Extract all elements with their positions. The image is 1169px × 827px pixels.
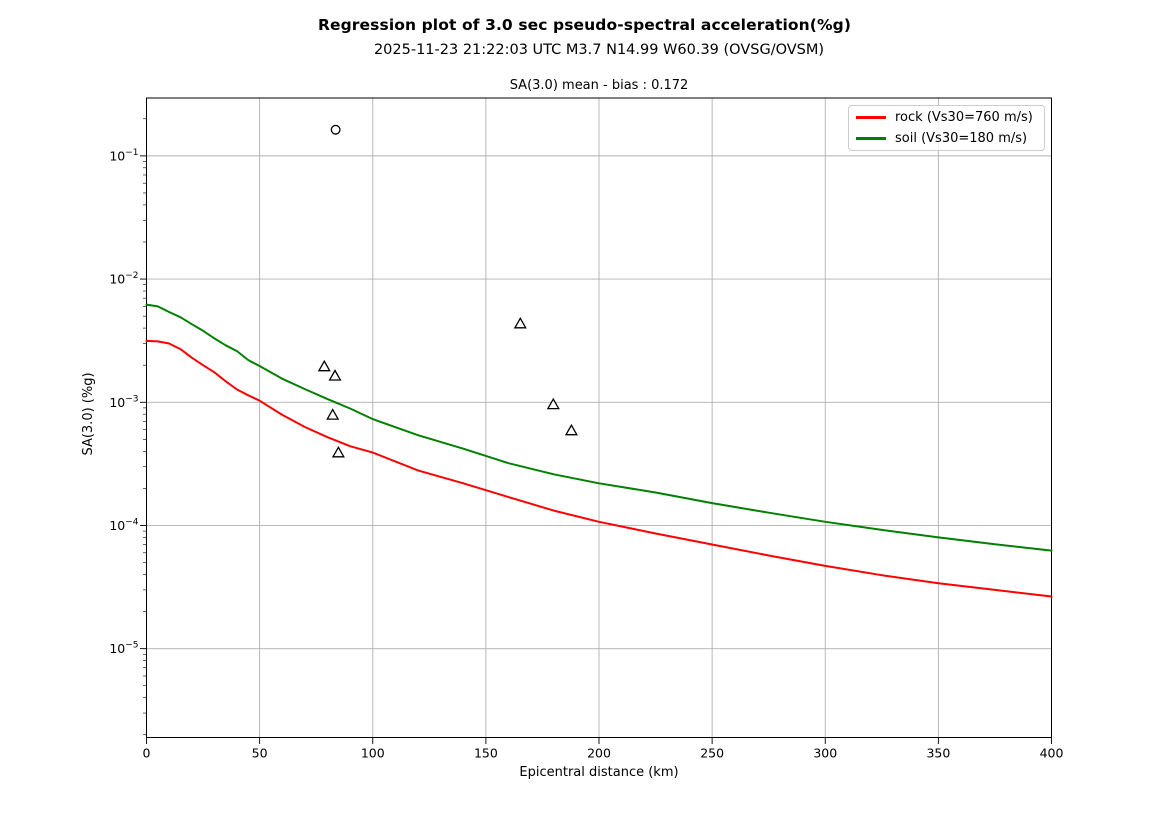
x-tick-label: 350 (926, 746, 950, 761)
triangle-marker (326, 408, 340, 420)
soil-curve (145, 303, 1053, 552)
y-tick-label: 10−4 (109, 517, 138, 533)
legend-item-rock: rock (Vs30=760 m/s) (856, 108, 1044, 128)
figure-subtitle: 2025-11-23 21:22:03 UTC M3.7 N14.99 W60.… (373, 42, 825, 58)
axes-layer (140, 97, 1052, 744)
x-tick-label: 250 (700, 746, 724, 761)
legend-item-soil: soil (Vs30=180 m/s) (856, 128, 1044, 148)
soil-line-sample-icon (856, 137, 886, 140)
triangle-marker (328, 369, 342, 381)
legend-label-soil: soil (Vs30=180 m/s) (895, 130, 1028, 146)
x-tick-label: 0 (143, 746, 151, 761)
x-tick-label: 300 (813, 746, 837, 761)
x-tick-label: 50 (252, 746, 268, 761)
rock-curve (145, 339, 1053, 598)
x-tick-label: 100 (361, 746, 385, 761)
y-axis-label: SA(3.0) (%g) (81, 372, 96, 455)
tick-label-layer: 0 50 100 150 200 250 300 350 400 10−1 10−2 10−3 10−4… (109, 148, 1063, 761)
x-axis-label: Epicentral distance (km) (519, 765, 678, 780)
curves-layer (145, 303, 1053, 598)
y-tick-label: 10−3 (109, 394, 138, 410)
x-tick-label: 200 (587, 746, 611, 761)
x-tick-label: 400 (1040, 746, 1064, 761)
x-tick-label: 150 (474, 746, 498, 761)
y-tick-label: 10−5 (109, 641, 138, 657)
rock-line-sample-icon (856, 116, 886, 119)
grid-layer (146, 98, 1052, 738)
figure-title: Regression plot of 3.0 sec pseudo-spectr… (317, 16, 852, 34)
markers-layer (317, 124, 578, 458)
circle-marker (330, 124, 341, 135)
y-tick-label: 10−2 (109, 271, 138, 287)
triangle-marker (513, 316, 527, 329)
legend: rock (Vs30=760 m/s) soil (Vs30=180 m/s) (848, 105, 1045, 151)
triangle-marker (546, 397, 560, 410)
axes-title: SA(3.0) mean - bias : 0.172 (509, 78, 689, 93)
y-tick-label: 10−1 (109, 148, 138, 164)
triangle-marker (317, 359, 331, 372)
triangle-marker (331, 445, 345, 458)
triangle-marker (564, 423, 578, 436)
legend-label-rock: rock (Vs30=760 m/s) (895, 110, 1033, 126)
